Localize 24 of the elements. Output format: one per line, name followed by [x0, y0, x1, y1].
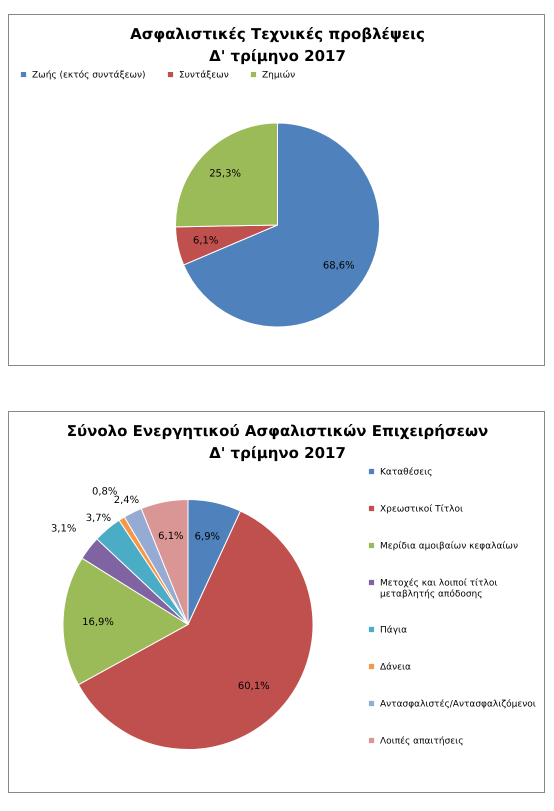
legend-label: Δάνεια — [380, 662, 412, 672]
data-label: 6,1% — [192, 235, 218, 246]
legend-label: Ζημιών — [262, 70, 296, 81]
legend-label: Συντάξεων — [179, 70, 229, 81]
legend-label: Καταθέσεις — [380, 466, 432, 478]
chart-title: Ασφαλιστικές Τεχνικές προβλέψεις Δ' τρίμηνο 2017 — [130, 25, 425, 65]
legend-label: Χρεωστικοί Τίτλοι — [380, 504, 464, 514]
data-label: 68,6% — [322, 260, 355, 272]
data-label: 16,9% — [82, 616, 114, 628]
data-label: 0,8% — [92, 486, 118, 498]
chart-title: Σύνολο Ενεργητικού Ασφαλιστικών Επιχειρήσεων Δ' τρίμηνο 2017 — [66, 422, 488, 462]
legend-label: Λοιπές απαιτήσεις — [380, 736, 464, 746]
data-label: 60,1% — [238, 680, 270, 692]
data-label: 2,4% — [114, 494, 140, 506]
legend-label: Πάγια — [380, 624, 408, 636]
legend-label: Ζωής (εκτός συντάξεων) — [32, 70, 146, 81]
data-label: 6,9% — [194, 532, 220, 543]
data-label: 3,7% — [86, 513, 112, 524]
data-label: 6,1% — [158, 531, 184, 542]
legend-label: Μερίδια αμοιβαίων κεφαλαίων — [380, 540, 518, 552]
data-label: 25,3% — [209, 168, 241, 180]
legend-label: Αντασφαλιστές/Αντασφαλιζόμενοι — [380, 698, 536, 710]
legend-label: Μετοχές και λοιποί τίτλοι μεταβλητής απόδοσης — [380, 578, 498, 600]
data-label: 3,1% — [50, 524, 76, 535]
